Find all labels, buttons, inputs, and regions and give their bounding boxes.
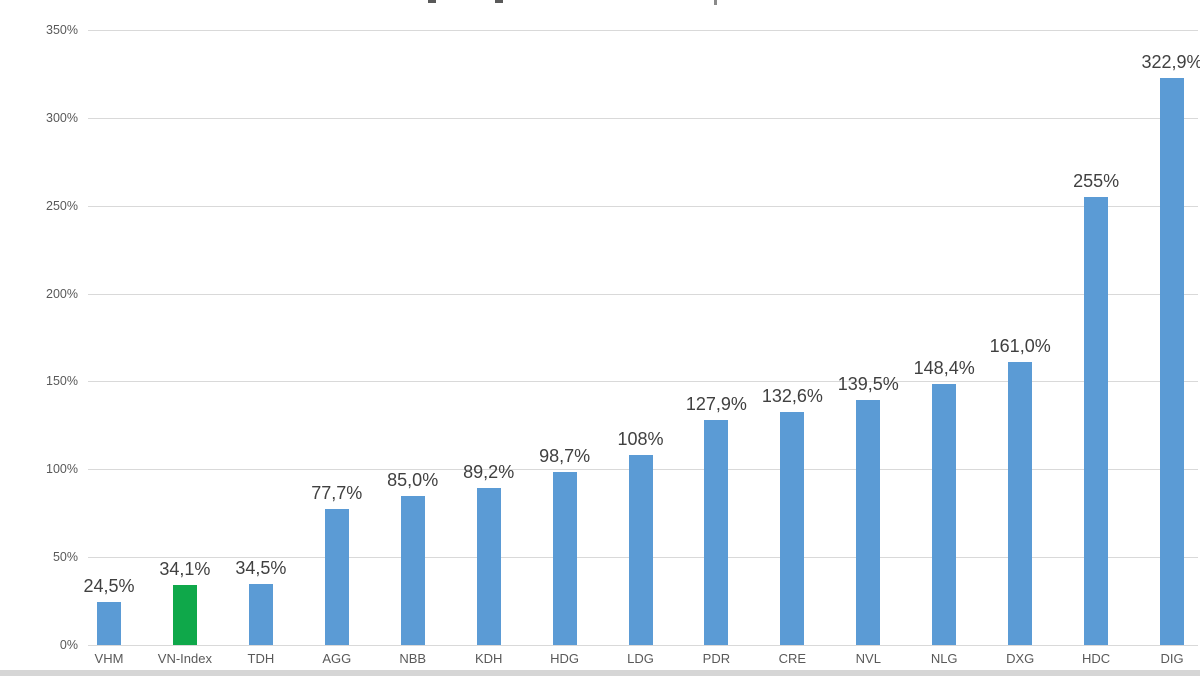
bar-VHM: [97, 602, 121, 645]
gridline-250: [88, 205, 1198, 207]
gridline-150: [88, 381, 1198, 383]
clipped-title-fragment: [495, 0, 503, 3]
x-axis-label-DIG: DIG: [1160, 651, 1184, 666]
gridline-300: [88, 117, 1198, 119]
bar-value-label-AGG: 77,7%: [311, 482, 363, 503]
gridline-0: [88, 645, 1198, 646]
x-axis-label-HDG: HDG: [550, 651, 580, 666]
clipped-title-fragment: [714, 0, 717, 5]
bar-NBB: [400, 495, 425, 645]
x-axis-label-DXG: DXG: [1006, 651, 1035, 666]
bar-value-label-NLG: 148,4%: [913, 358, 975, 379]
bar-value-label-VHM: 24,5%: [83, 576, 135, 596]
x-axis-label-TDH: TDH: [247, 651, 275, 666]
bar-NLG: [932, 384, 957, 645]
x-axis-label-AGG: AGG: [322, 651, 352, 666]
clipped-title-fragment: [428, 0, 436, 3]
bar-PDR: [704, 420, 729, 645]
bar-LDG: [628, 455, 653, 645]
gridline-200: [88, 293, 1198, 295]
bar-HDC: [1084, 196, 1109, 645]
bar-value-label-TDH: 34,5%: [235, 558, 287, 579]
x-axis-label-HDC: HDC: [1082, 651, 1111, 666]
y-axis-tick-label: 350%: [46, 23, 78, 37]
bottom-divider: [0, 670, 1200, 676]
bar-KDH: [476, 488, 501, 645]
y-axis-tick-label: 50%: [52, 550, 78, 565]
x-axis-label-KDH: KDH: [474, 651, 503, 666]
x-axis-label-CRE: CRE: [778, 651, 807, 666]
y-axis-tick-label: 200%: [46, 286, 78, 301]
bar-value-label-PDR: 127,9%: [685, 394, 747, 415]
y-axis-tick-label: 250%: [46, 198, 78, 213]
bar-AGG: [324, 508, 349, 645]
bar-CRE: [780, 412, 805, 645]
x-axis-label-NLG: NLG: [930, 651, 958, 666]
bar-DXG: [1008, 362, 1033, 645]
y-axis-tick-label: 150%: [46, 374, 78, 389]
y-axis-tick-label: 100%: [46, 462, 78, 477]
x-axis-label-LDG: LDG: [627, 651, 654, 666]
bar-VN-Index: [172, 585, 197, 645]
y-axis-tick-label: 300%: [46, 110, 78, 125]
bar-DIG: [1160, 77, 1184, 645]
bar-value-label-DIG: 322,9%: [1141, 51, 1200, 72]
bar-value-label-NBB: 85,0%: [387, 469, 439, 490]
y-axis-tick-label: 0%: [59, 638, 78, 652]
bar-value-label-VN-Index: 34,1%: [159, 559, 211, 580]
gridline-350: [88, 30, 1198, 31]
bar-value-label-HDG: 98,7%: [539, 445, 591, 466]
bar-value-label-CRE: 132,6%: [761, 386, 823, 406]
bar-value-label-HDC: 255%: [1073, 170, 1120, 191]
x-axis-label-VN-Index: VN-Index: [157, 651, 212, 666]
bar-HDG: [552, 471, 577, 645]
x-axis-label-NVL: NVL: [855, 651, 881, 666]
x-axis-label-VHM: VHM: [94, 651, 124, 666]
x-axis-label-NBB: NBB: [399, 651, 427, 666]
x-axis-label-PDR: PDR: [702, 651, 731, 666]
bar-value-label-LDG: 108%: [617, 429, 664, 450]
bar-value-label-KDH: 89,2%: [463, 462, 515, 483]
bar-value-label-NVL: 139,5%: [837, 373, 899, 394]
bar-value-label-DXG: 161,0%: [989, 336, 1051, 357]
bar-TDH: [248, 584, 273, 645]
bar-NVL: [856, 399, 881, 645]
